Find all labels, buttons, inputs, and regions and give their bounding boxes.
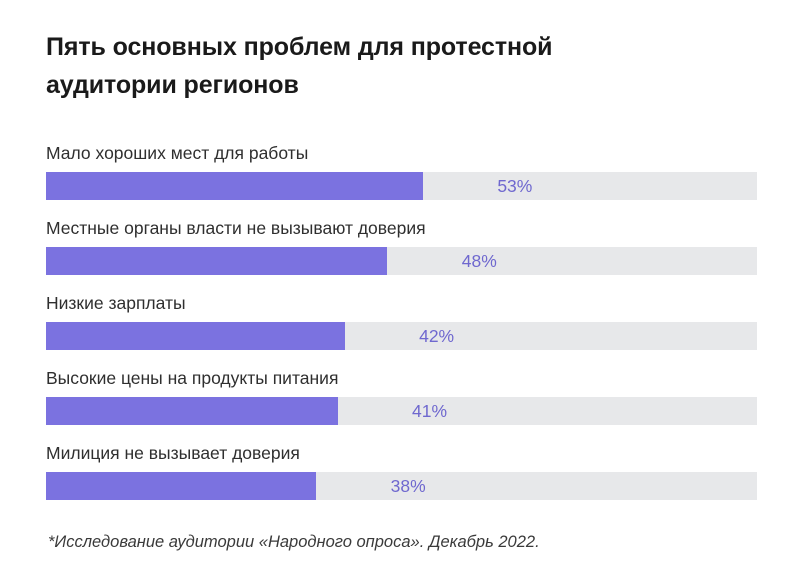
bar-track bbox=[46, 397, 757, 425]
bar-fill bbox=[46, 322, 345, 350]
bar-fill bbox=[46, 472, 317, 500]
bar-value-label: 53% bbox=[497, 176, 533, 196]
bar-track bbox=[46, 247, 757, 275]
bar-category-label: Милиция не вызывает доверия bbox=[46, 443, 300, 463]
bar-row: Высокие цены на продукты питания 41% bbox=[46, 367, 757, 442]
bar-track bbox=[46, 172, 757, 200]
bar-fill bbox=[46, 172, 423, 200]
bar-value-label: 38% bbox=[390, 476, 426, 496]
bar-value-label: 42% bbox=[419, 326, 455, 346]
page-title: Пять основных проблем для протестной ауд… bbox=[46, 33, 553, 99]
bar-row: Милиция не вызывает доверия 38% bbox=[46, 442, 757, 517]
bar-fill bbox=[46, 397, 338, 425]
bar-row: Мало хороших мест для работы 53% bbox=[46, 142, 757, 217]
bar-category-label: Низкие зарплаты bbox=[46, 293, 186, 313]
bar-row: Местные органы власти не вызывают довери… bbox=[46, 217, 757, 292]
bar-value-label: 48% bbox=[461, 251, 497, 271]
bar-chart-rows: Мало хороших мест для работы 53% Местные… bbox=[46, 142, 757, 517]
bar-track bbox=[46, 322, 757, 350]
bar-category-label: Мало хороших мест для работы bbox=[46, 143, 309, 163]
bar-fill bbox=[46, 247, 388, 275]
bar-row: Низкие зарплаты 42% bbox=[46, 292, 757, 367]
bar-track bbox=[46, 472, 757, 500]
bar-category-label: Местные органы власти не вызывают довери… bbox=[46, 218, 426, 238]
bar-value-label: 41% bbox=[411, 401, 448, 421]
bar-category-label: Высокие цены на продукты питания bbox=[46, 368, 339, 388]
source-footnote: *Исследование аудитории «Народного опрос… bbox=[48, 533, 540, 551]
